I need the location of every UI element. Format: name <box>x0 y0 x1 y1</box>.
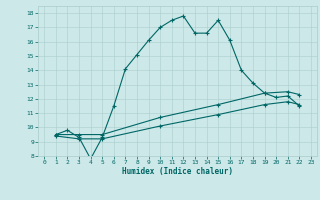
X-axis label: Humidex (Indice chaleur): Humidex (Indice chaleur) <box>122 167 233 176</box>
